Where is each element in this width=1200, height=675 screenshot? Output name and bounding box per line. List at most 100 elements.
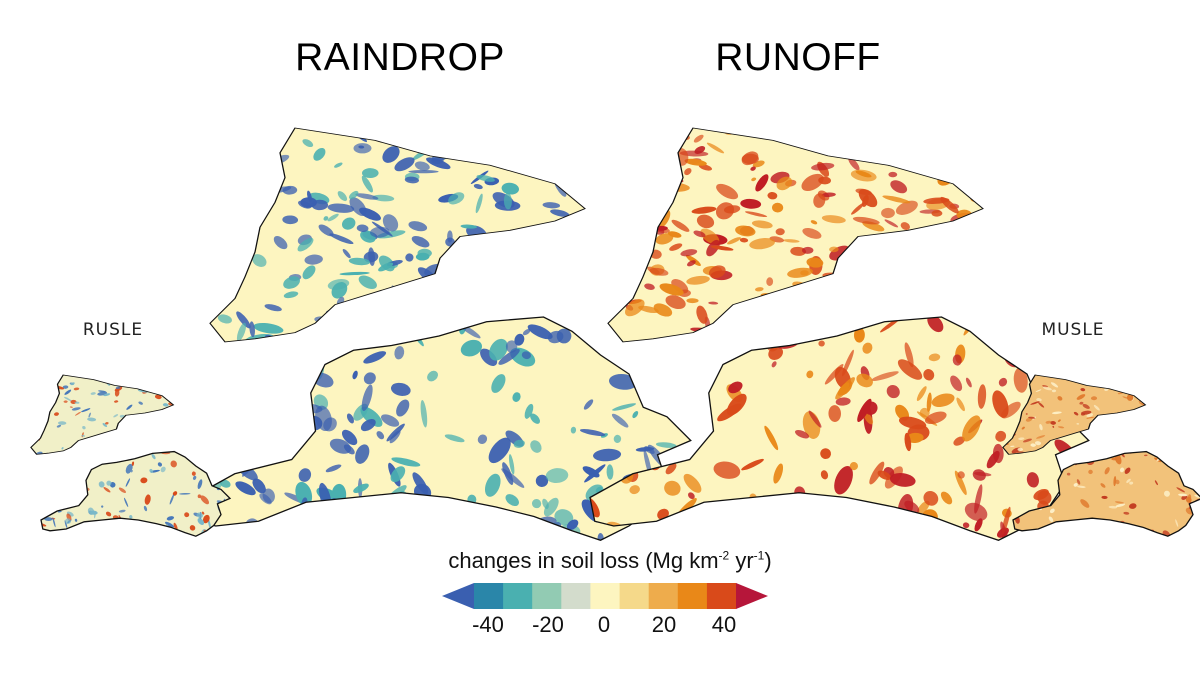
map-patch <box>53 486 58 492</box>
map-patch <box>863 132 882 151</box>
map-patch <box>701 408 708 415</box>
map-patch <box>580 260 585 274</box>
map-patch <box>63 396 72 402</box>
map-patch <box>43 474 51 483</box>
map-patch <box>1144 313 1157 330</box>
map-patch <box>327 279 350 290</box>
map-patch <box>276 378 287 393</box>
map-patch <box>900 222 910 231</box>
map-patch <box>708 301 719 305</box>
map-patch <box>296 342 324 352</box>
map-patch <box>1190 416 1200 438</box>
map-patch <box>504 152 519 161</box>
map-patch <box>318 224 334 237</box>
map-patch <box>58 495 63 503</box>
map-patch <box>904 342 914 368</box>
map-patch <box>252 342 273 353</box>
map-patch <box>821 215 846 224</box>
map-patch <box>948 567 965 585</box>
map-patch <box>252 254 267 267</box>
map-patch <box>387 525 399 535</box>
map-patch <box>625 299 645 317</box>
map-patch <box>352 370 358 380</box>
map-patch <box>223 183 249 195</box>
map-patch <box>776 176 793 191</box>
map-patch <box>1170 354 1195 377</box>
map-patch <box>483 305 504 317</box>
map-patch <box>1071 523 1075 528</box>
map-patch <box>940 491 953 505</box>
map-patch <box>172 441 174 446</box>
map-patch <box>1148 400 1156 405</box>
map-patch <box>1133 425 1145 429</box>
map-patch <box>1129 503 1137 509</box>
map-patch <box>773 463 784 484</box>
map-patch <box>904 562 931 589</box>
map-patch <box>957 471 965 479</box>
map-patch <box>976 316 998 331</box>
map-patch <box>744 526 757 541</box>
map-patch <box>1144 454 1148 457</box>
map-patch <box>963 137 981 144</box>
map-patch <box>342 331 352 341</box>
map-patch <box>67 487 74 495</box>
map-patch <box>524 403 534 419</box>
map-patch <box>372 194 395 202</box>
map-patch <box>312 337 341 342</box>
map-patch <box>979 301 983 307</box>
map-patch <box>538 169 555 177</box>
map-patch <box>295 481 313 507</box>
map-patch <box>924 411 947 425</box>
map-patch <box>1049 532 1053 536</box>
map-patch <box>469 128 485 139</box>
map-patch <box>368 127 382 134</box>
map-patch <box>138 442 143 446</box>
map-patch <box>990 161 1001 172</box>
map-patch <box>583 399 594 410</box>
map-patch <box>549 133 563 142</box>
map-patch <box>278 378 301 396</box>
map-patch <box>1021 426 1025 430</box>
map-patch <box>655 233 674 245</box>
map-patch <box>820 448 831 459</box>
map-patch <box>927 316 944 333</box>
map-patch <box>995 430 1007 442</box>
map-patch <box>730 332 745 356</box>
map-patch <box>1057 419 1061 422</box>
map-patch <box>635 199 647 203</box>
map-patch <box>390 382 411 396</box>
map-patch <box>323 216 329 221</box>
map-patch <box>342 248 351 259</box>
map-patch <box>475 193 483 214</box>
map-patch <box>580 174 585 184</box>
map-patch <box>514 333 525 346</box>
map-patch <box>1101 495 1108 499</box>
map-patch <box>1040 536 1059 541</box>
map-patch <box>1072 374 1078 378</box>
map-patch <box>460 224 478 229</box>
map-patch <box>498 348 520 365</box>
map-patch <box>1090 519 1095 531</box>
map-patch <box>1063 316 1081 330</box>
map-patch <box>140 437 148 442</box>
map-patch <box>70 382 75 386</box>
map-patch <box>355 316 373 328</box>
map-patch <box>1006 301 1020 310</box>
map-patch <box>183 536 190 547</box>
map-patch <box>508 236 525 248</box>
map-patch <box>447 311 457 316</box>
map-patch <box>504 294 518 306</box>
map-patch <box>1073 411 1079 416</box>
map-patch <box>1001 219 1020 228</box>
map-patch <box>1074 448 1082 453</box>
map-patch <box>583 254 615 272</box>
map-patch <box>298 468 312 482</box>
map-patch <box>776 496 798 517</box>
map-patch <box>283 276 300 289</box>
map-patch <box>889 473 916 487</box>
map-patch <box>1154 412 1162 420</box>
map-patch <box>608 262 621 269</box>
map-patch <box>143 505 148 512</box>
map-patch <box>706 142 725 154</box>
map-patch <box>69 480 77 491</box>
